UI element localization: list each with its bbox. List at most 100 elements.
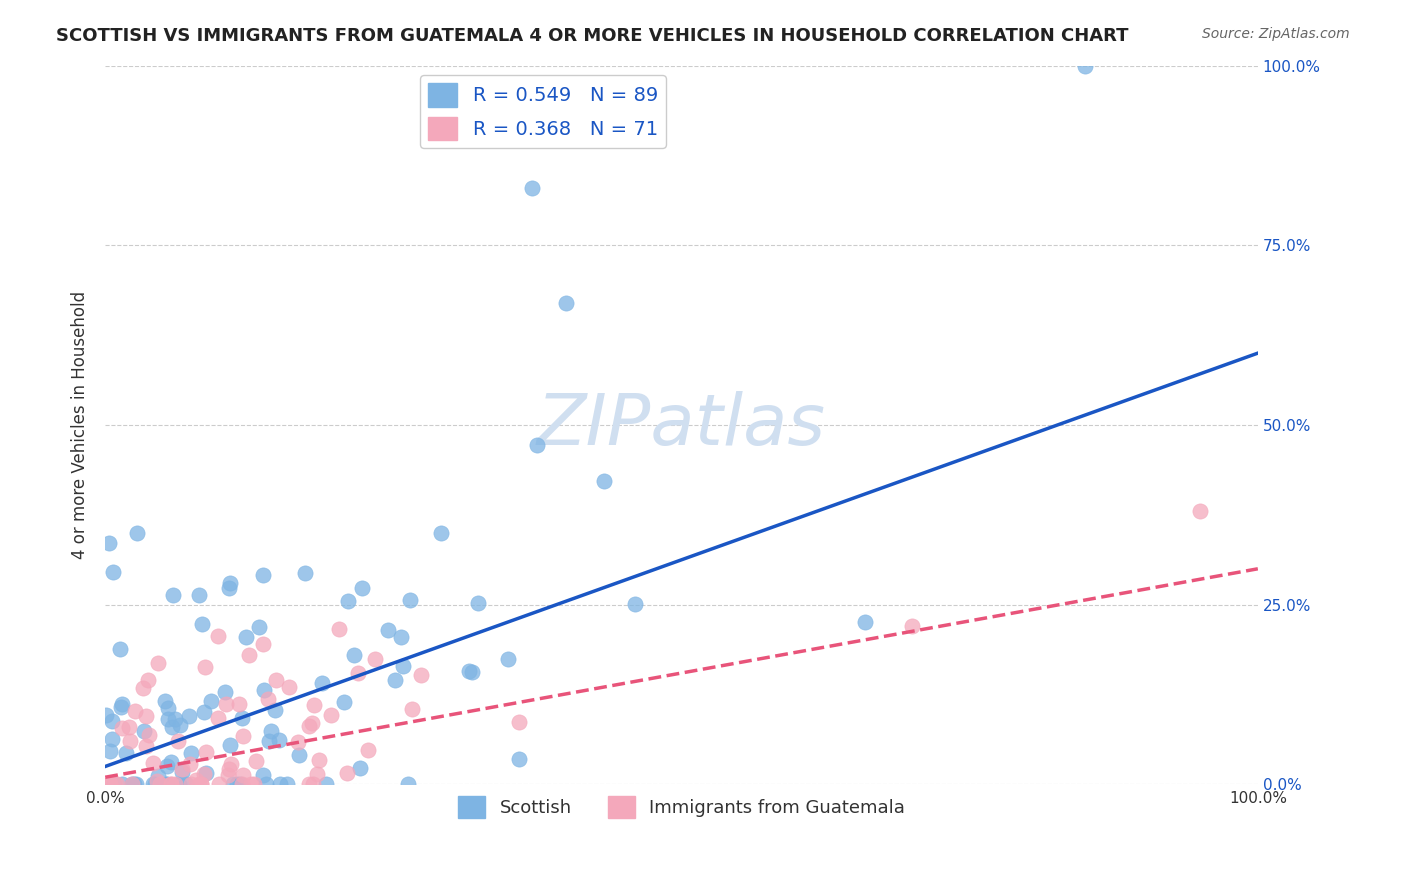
Point <box>315 777 337 791</box>
Point <box>101 714 124 729</box>
Point <box>177 708 200 723</box>
Point <box>160 777 183 791</box>
Point <box>305 766 328 780</box>
Point <box>105 777 128 791</box>
Point <box>257 692 280 706</box>
Point <box>391 658 413 673</box>
Point <box>218 581 240 595</box>
Point <box>252 768 274 782</box>
Point <box>377 623 399 637</box>
Point <box>277 680 299 694</box>
Point <box>311 676 333 690</box>
Point <box>148 657 170 671</box>
Point <box>287 735 309 749</box>
Point <box>269 777 291 791</box>
Text: Source: ZipAtlas.com: Source: ZipAtlas.com <box>1202 27 1350 41</box>
Point <box>110 700 132 714</box>
Point <box>298 777 321 791</box>
Point <box>336 766 359 780</box>
Point <box>194 660 217 674</box>
Point <box>125 777 148 791</box>
Point <box>301 715 323 730</box>
Point <box>264 703 287 717</box>
Point <box>624 598 647 612</box>
Y-axis label: 4 or more Vehicles in Household: 4 or more Vehicles in Household <box>72 291 89 559</box>
Point <box>215 697 238 711</box>
Point <box>337 594 360 608</box>
Point <box>142 777 165 791</box>
Point <box>193 705 215 719</box>
Point <box>111 777 134 791</box>
Point <box>145 774 167 789</box>
Point <box>409 667 432 681</box>
Point <box>180 777 202 791</box>
Point <box>232 768 254 782</box>
Point <box>208 777 231 791</box>
Point <box>156 777 179 791</box>
Point <box>242 777 264 791</box>
Text: SCOTTISH VS IMMIGRANTS FROM GUATEMALA 4 OR MORE VEHICLES IN HOUSEHOLD CORRELATIO: SCOTTISH VS IMMIGRANTS FROM GUATEMALA 4 … <box>56 27 1129 45</box>
Point <box>124 704 146 718</box>
Point <box>352 582 374 596</box>
Point <box>288 747 311 762</box>
Point <box>193 766 215 780</box>
Point <box>294 566 316 580</box>
Point <box>100 777 122 791</box>
Point <box>364 652 387 666</box>
Point <box>155 777 177 791</box>
Point <box>333 695 356 709</box>
Point <box>179 756 201 771</box>
Point <box>110 698 132 712</box>
Point <box>207 711 229 725</box>
Point <box>142 756 165 770</box>
Point <box>508 714 530 729</box>
Point <box>298 719 321 733</box>
Point <box>252 637 274 651</box>
Point <box>328 622 350 636</box>
Point <box>467 596 489 610</box>
Point <box>555 295 578 310</box>
Point <box>460 665 482 679</box>
Point <box>593 474 616 488</box>
Point <box>167 734 190 748</box>
Point <box>132 681 155 695</box>
Point <box>264 673 287 688</box>
Point <box>162 588 184 602</box>
Point <box>170 762 193 776</box>
Point <box>308 753 330 767</box>
Point <box>235 630 257 644</box>
Point <box>249 620 271 634</box>
Point <box>135 739 157 753</box>
Point <box>190 777 212 791</box>
Point <box>302 777 325 791</box>
Point <box>136 673 159 687</box>
Point <box>104 777 127 791</box>
Point <box>200 693 222 707</box>
Point <box>401 702 423 716</box>
Point <box>399 592 422 607</box>
Point <box>229 777 252 791</box>
Point <box>118 734 141 748</box>
Point <box>221 756 243 771</box>
Point <box>526 438 548 452</box>
Point <box>1074 59 1097 73</box>
Point <box>101 565 124 579</box>
Point <box>238 648 260 663</box>
Point <box>159 755 181 769</box>
Point <box>96 707 118 722</box>
Point <box>520 181 543 195</box>
Point <box>156 758 179 772</box>
Point <box>508 752 530 766</box>
Text: ZIPatlas: ZIPatlas <box>537 391 827 459</box>
Point <box>226 777 249 791</box>
Point <box>157 700 180 714</box>
Legend: Scottish, Immigrants from Guatemala: Scottish, Immigrants from Guatemala <box>451 789 912 826</box>
Point <box>218 763 240 777</box>
Point <box>97 535 120 549</box>
Point <box>118 720 141 734</box>
Point <box>111 721 134 735</box>
Point <box>396 777 419 791</box>
Point <box>217 768 239 782</box>
Point <box>191 617 214 632</box>
Point <box>430 526 453 541</box>
